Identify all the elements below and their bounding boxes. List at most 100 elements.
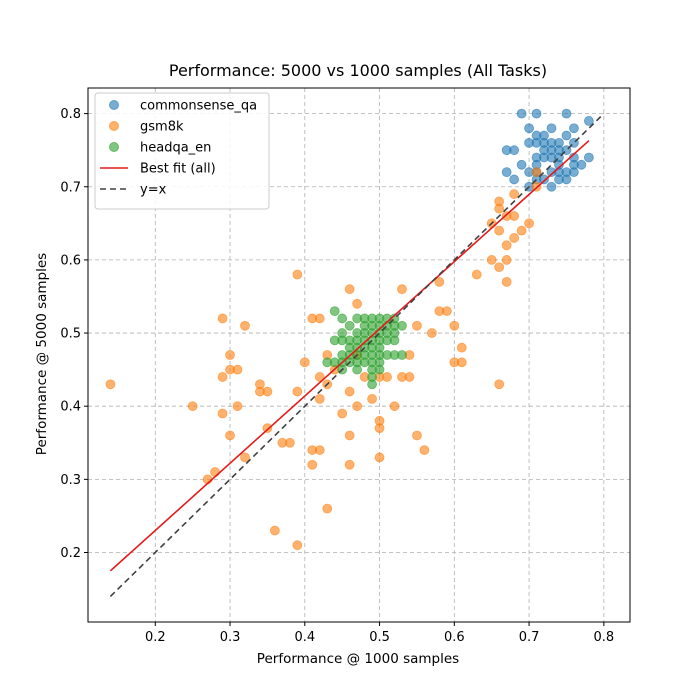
legend-label: commonsense_qa — [140, 99, 257, 114]
commonsense-qa-point — [516, 108, 527, 119]
gsm8k-point — [269, 525, 280, 536]
legend-label: y=x — [140, 183, 167, 198]
gsm8k-point — [314, 313, 325, 324]
gsm8k-point — [456, 342, 467, 353]
x-tick-label: 0.7 — [519, 630, 540, 645]
gsm8k-point — [509, 233, 520, 243]
gsm8k-point — [292, 540, 303, 551]
gsm8k-point — [412, 320, 422, 331]
best-fit-all-line — [109, 140, 590, 572]
headqa-en-point — [329, 306, 340, 317]
commonsense-qa-point — [561, 108, 572, 119]
chart-title: Performance: 5000 vs 1000 samples (All T… — [169, 61, 547, 80]
gsm8k-point — [486, 255, 497, 265]
gsm8k-point — [344, 459, 355, 470]
y-tick-label: 0.5 — [60, 327, 81, 342]
gsm8k-point — [389, 401, 400, 412]
legend-marker — [109, 100, 119, 110]
gsm8k-point — [225, 430, 235, 441]
gsm8k-point — [352, 298, 363, 309]
legend-marker — [109, 121, 119, 131]
headqa-en-point — [352, 364, 363, 375]
gsm8k-point — [314, 445, 325, 455]
gsm8k-point — [374, 452, 385, 463]
x-tick-label: 0.5 — [369, 630, 390, 645]
y-tick-label: 0.4 — [60, 400, 81, 415]
x-tick-label: 0.8 — [593, 630, 614, 645]
gsm8k-point — [344, 284, 355, 295]
gsm8k-point — [471, 269, 482, 280]
gsm8k-point — [232, 364, 243, 375]
gsm8k-point — [292, 269, 303, 280]
legend-label: gsm8k — [140, 120, 184, 135]
legend-label: Best fit (all) — [140, 162, 216, 177]
commonsense-qa-point — [583, 152, 594, 163]
commonsense-qa-point — [501, 167, 512, 178]
headqa-en-point — [397, 350, 407, 360]
gsm8k-point — [501, 240, 512, 251]
gsm8k-point — [397, 284, 407, 295]
gsm8k-point — [217, 313, 228, 324]
commonsense-qa-point — [501, 145, 512, 156]
gsm8k-point — [449, 320, 460, 331]
gsm8k-point — [217, 408, 228, 419]
gsm8k-point — [307, 459, 318, 470]
commonsense-qa-point — [561, 130, 572, 141]
plot-frame — [87, 87, 631, 623]
commonsense-qa-point — [561, 174, 572, 185]
gsm8k-point — [262, 386, 273, 397]
legend: commonsense_qa gsm8k headqa_en Best fit (al… — [94, 92, 270, 210]
gsm8k-point — [426, 328, 437, 338]
commonsense-qa-point — [516, 159, 527, 170]
gsm8k-point — [501, 255, 512, 265]
y-x-line — [109, 113, 605, 597]
gsm8k-point — [337, 408, 348, 419]
commonsense-qa-point — [583, 116, 594, 126]
gsm8k-point — [494, 225, 505, 236]
x-tick-label: 0.2 — [145, 630, 166, 645]
gsm8k-point — [210, 467, 220, 477]
gsm8k-point — [352, 401, 363, 412]
x-tick-label: 0.4 — [294, 630, 315, 645]
gsm8k-point — [509, 211, 520, 221]
x-tick-label: 0.3 — [220, 630, 241, 645]
gsm8k-point — [419, 445, 430, 455]
gsm8k-point — [516, 225, 527, 236]
gsm8k-point — [344, 386, 355, 397]
x-tick-label: 0.6 — [444, 630, 465, 645]
gsm8k-point — [299, 357, 310, 368]
legend-box — [94, 92, 270, 210]
gsm8k-point — [531, 167, 542, 178]
gsm8k-point — [494, 379, 505, 390]
gsm8k-point — [322, 503, 333, 514]
headqa-en-point — [367, 379, 377, 390]
y-tick-label: 0.3 — [60, 473, 81, 488]
y-tick-label: 0.7 — [60, 180, 81, 195]
y-axis-ticks: 0.2 0.3 0.4 0.5 0.6 0.7 0.8 — [60, 107, 88, 561]
gsm8k-point — [105, 379, 116, 390]
y-axis-label: Performance @ 5000 samples — [34, 253, 50, 455]
gsm8k-point — [412, 430, 422, 441]
gsm8k-point — [187, 401, 198, 412]
gsm8k-point — [501, 276, 512, 287]
gsm8k-point — [344, 430, 355, 441]
commonsense-qa-point — [576, 159, 587, 170]
gsm8k-point — [524, 218, 534, 229]
reference-lines — [109, 113, 605, 597]
y-tick-label: 0.2 — [60, 546, 81, 561]
gsm8k-point — [494, 203, 505, 214]
commonsense-qa-point — [569, 167, 579, 178]
legend-label: headqa_en — [140, 141, 211, 156]
commonsense-qa-point — [546, 181, 557, 192]
gsm8k-point — [441, 306, 452, 317]
y-tick-label: 0.8 — [60, 107, 81, 122]
gsm8k-point — [314, 372, 325, 382]
headqa-en-point — [374, 364, 385, 375]
y-tick-label: 0.6 — [60, 253, 81, 268]
x-axis-label: Performance @ 1000 samples — [257, 651, 459, 667]
gsm8k-point — [367, 393, 377, 404]
legend-marker — [109, 142, 119, 152]
gsm8k-point — [404, 372, 415, 382]
gsm8k-point — [240, 320, 250, 331]
